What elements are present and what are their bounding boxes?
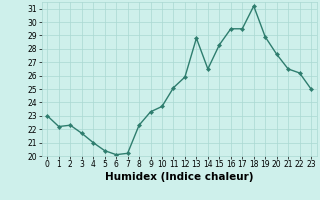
X-axis label: Humidex (Indice chaleur): Humidex (Indice chaleur): [105, 172, 253, 182]
